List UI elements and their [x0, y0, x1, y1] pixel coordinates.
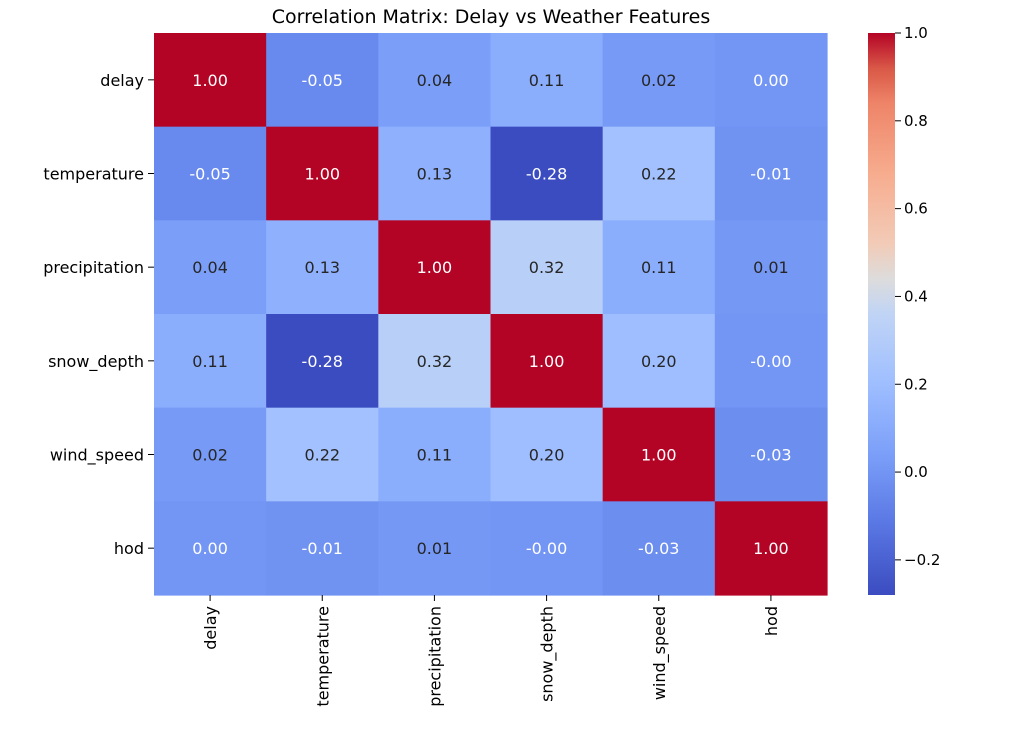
cell-value-label: 1.00: [192, 71, 228, 90]
heatmap-cell: [266, 33, 379, 128]
cell-value-label: 0.04: [417, 71, 453, 90]
y-tick-label: hod: [114, 539, 144, 558]
cell-value-label: 0.11: [417, 446, 453, 465]
heatmap-cell: [602, 407, 716, 502]
heatmap-cell: [714, 33, 828, 128]
heatmap-cell-labels: 1.00 -0.05 0.04 0.11 0.02 0.00 -0.05 1.00 0.13 -0…: [189, 71, 791, 558]
y-tick-label: wind_speed: [50, 446, 144, 466]
heatmap-cell: [378, 407, 492, 502]
cell-value-label: -0.01: [750, 165, 791, 184]
heatmap-cell: [714, 501, 828, 596]
cell-value-label: 0.13: [417, 165, 453, 184]
cell-value-label: 0.00: [753, 71, 789, 90]
heatmap-cell: [602, 126, 716, 221]
x-tick-label: temperature: [313, 606, 332, 707]
heatmap-cell: [266, 407, 379, 502]
cell-value-label: -0.05: [302, 71, 343, 90]
y-tick-label: snow_depth: [48, 352, 144, 372]
y-axis-ticks: delay temperature precipitation snow_depthw…: [43, 71, 154, 558]
cell-value-label: 1.00: [417, 258, 453, 277]
heatmap-cell: [154, 33, 267, 128]
heatmap-cell: [602, 501, 716, 596]
heatmap-cell: [490, 314, 604, 409]
heatmap-cell: [490, 501, 604, 596]
x-tick-label: delay: [201, 606, 220, 650]
colorbar-tick-label: −0.2: [904, 551, 940, 569]
cell-value-label: 0.01: [417, 539, 453, 558]
y-tick-label: temperature: [43, 165, 144, 184]
x-axis-ticks: delay temperature precipitation snow_depth w…: [201, 595, 781, 707]
heatmap-cell: [490, 33, 604, 128]
cell-value-label: 0.01: [753, 258, 789, 277]
heatmap-cells: [154, 33, 828, 596]
heatmap-cell: [602, 220, 716, 315]
heatmap-cell: [266, 501, 379, 596]
cell-value-label: 0.11: [529, 71, 565, 90]
cell-value-label: 1.00: [529, 352, 565, 371]
cell-value-label: 1.00: [753, 539, 789, 558]
heatmap-cell: [378, 501, 492, 596]
x-tick-label: snow_depth: [538, 606, 558, 702]
colorbar-ticks: 1.0 0.8 0.6 0.4 0.2 0.0 −0.2: [895, 24, 940, 569]
cell-value-label: 0.13: [304, 258, 340, 277]
cell-value-label: 1.00: [304, 165, 340, 184]
heatmap-cell: [602, 314, 716, 409]
cell-value-label: -0.05: [189, 165, 230, 184]
colorbar-tick-label: 0.6: [904, 200, 928, 218]
x-tick-label: wind_speed: [650, 606, 670, 700]
heatmap-cell: [378, 220, 492, 315]
cell-value-label: -0.28: [302, 352, 343, 371]
heatmap-cell: [490, 126, 604, 221]
heatmap-cell: [490, 220, 604, 315]
heatmap-cell: [266, 220, 379, 315]
cell-value-label: -0.03: [750, 446, 791, 465]
heatmap-cell: [714, 407, 828, 502]
heatmap-cell: [714, 126, 828, 221]
x-tick-label: precipitation: [425, 606, 444, 707]
cell-value-label: 0.02: [192, 446, 228, 465]
heatmap-cell: [602, 33, 716, 128]
colorbar: [868, 33, 895, 595]
heatmap-cell: [378, 33, 492, 128]
cell-value-label: 0.32: [417, 352, 453, 371]
chart-title: Correlation Matrix: Delay vs Weather Fea…: [272, 6, 711, 28]
colorbar-tick-label: 0.8: [904, 112, 928, 130]
heatmap-cell: [714, 314, 828, 409]
cell-value-label: 0.11: [192, 352, 228, 371]
y-tick-label: precipitation: [43, 258, 144, 277]
colorbar-tick-label: 0.0: [904, 463, 928, 481]
cell-value-label: 1.00: [641, 446, 677, 465]
heatmap-cell: [490, 407, 604, 502]
cell-value-label: -0.28: [526, 165, 567, 184]
cell-value-label: -0.00: [526, 539, 567, 558]
cell-value-label: 0.02: [641, 71, 677, 90]
heatmap-cell: [154, 314, 267, 409]
cell-value-label: 0.22: [304, 446, 340, 465]
cell-value-label: -0.03: [638, 539, 679, 558]
heatmap-cell: [378, 126, 492, 221]
heatmap-cell: [154, 501, 267, 596]
x-tick-label: hod: [762, 606, 781, 636]
colorbar-tick-label: 0.4: [904, 287, 928, 305]
cell-value-label: 0.00: [192, 539, 228, 558]
cell-value-label: 0.32: [529, 258, 565, 277]
cell-value-label: 0.20: [641, 352, 677, 371]
colorbar-tick-label: 1.0: [904, 24, 928, 42]
cell-value-label: 0.22: [641, 165, 677, 184]
cell-value-label: -0.01: [302, 539, 343, 558]
cell-value-label: 0.04: [192, 258, 228, 277]
y-tick-label: delay: [100, 71, 144, 90]
heatmap-cell: [266, 314, 379, 409]
heatmap-cell: [154, 126, 267, 221]
heatmap-cell: [154, 220, 267, 315]
heatmap-cell: [266, 126, 379, 221]
cell-value-label: 0.11: [641, 258, 677, 277]
cell-value-label: 0.20: [529, 446, 565, 465]
heatmap-cell: [154, 407, 267, 502]
cell-value-label: -0.00: [750, 352, 791, 371]
colorbar-tick-label: 0.2: [904, 375, 928, 393]
heatmap-cell: [714, 220, 828, 315]
heatmap-cell: [378, 314, 492, 409]
